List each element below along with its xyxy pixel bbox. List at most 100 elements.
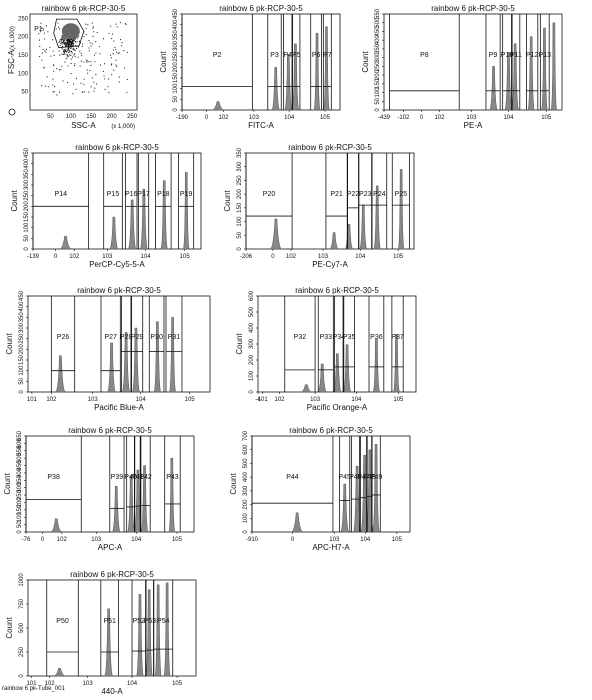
gate-p12[interactable]: P12	[526, 14, 539, 110]
gate-p21[interactable]: P21	[325, 153, 348, 249]
gate-p39[interactable]: P39	[109, 436, 125, 532]
scatter-point	[66, 54, 68, 56]
gate-p52[interactable]: P52	[131, 580, 146, 676]
gate-p50[interactable]: P50	[46, 580, 79, 676]
gate-p19[interactable]: P19	[178, 153, 195, 249]
x-tick-label: 103	[466, 115, 477, 121]
gate-p47[interactable]: P47	[357, 436, 370, 532]
x-tick-label: 100	[66, 114, 77, 120]
scatter-point	[68, 42, 70, 44]
gate-p18[interactable]: P18	[155, 153, 172, 249]
gate-p32[interactable]: P32	[284, 296, 316, 392]
histogram-peak	[291, 43, 300, 111]
gate-label: P46	[349, 474, 362, 481]
gate-p45[interactable]: P45	[338, 436, 351, 532]
gate-p38[interactable]: P38	[25, 436, 82, 532]
gate-p5[interactable]: P5	[292, 14, 301, 110]
scatter-point	[63, 53, 65, 55]
histogram-peak	[342, 344, 352, 393]
gate-p46[interactable]: P46	[349, 436, 362, 532]
gate-p3[interactable]: P3	[267, 14, 282, 110]
gate-p26[interactable]: P26	[50, 296, 76, 392]
gate-p43[interactable]: P43	[164, 436, 181, 532]
scatter-point	[123, 67, 125, 69]
panel-pacorange: rainbow 6 pk-RCP-30-5 Pacific Orange-A Cou…	[235, 286, 417, 412]
scatter-point	[41, 59, 43, 61]
gate-p10[interactable]: P10	[501, 14, 514, 110]
y-tick-label: 500	[243, 458, 249, 469]
histogram-peak	[344, 224, 354, 250]
gate-p2[interactable]: P2	[181, 14, 253, 110]
scatter-point	[62, 37, 64, 39]
scatter-point	[53, 91, 55, 93]
scatter-point	[99, 53, 101, 55]
y-tick-label: 200	[17, 497, 23, 508]
gate-p28[interactable]: P28	[120, 296, 133, 392]
y-axis-label: Count	[235, 333, 244, 355]
scatter-point	[111, 33, 113, 35]
gate-p37[interactable]: P37	[391, 296, 404, 392]
gate-p51[interactable]: P51	[100, 580, 119, 676]
gate-p15[interactable]: P15	[103, 153, 123, 249]
gate-p49[interactable]: P49	[370, 436, 383, 532]
gate-p20[interactable]: P20	[245, 153, 293, 249]
gate-label: P21	[330, 191, 343, 198]
gate-p34[interactable]: P34	[333, 296, 346, 392]
gate-p8[interactable]: P8	[389, 14, 460, 110]
plot-frame	[29, 13, 138, 111]
scatter-point	[88, 60, 90, 62]
x-tick-label: 103	[318, 254, 329, 260]
gate-p24[interactable]: P24	[371, 153, 388, 249]
histogram-peak	[329, 232, 339, 250]
gate-p4[interactable]: P4	[283, 14, 293, 110]
gate-p30[interactable]: P30	[148, 296, 165, 392]
scatter-point	[67, 41, 69, 43]
gate-p9[interactable]: P9	[485, 14, 501, 110]
gate-p41[interactable]: P41	[131, 436, 144, 532]
scatter-point	[73, 83, 75, 85]
scatter-point	[85, 34, 87, 36]
histogram-peak	[168, 317, 177, 393]
gate-label: P15	[107, 191, 120, 198]
scatter-point	[68, 44, 70, 46]
scatter-point	[52, 91, 54, 93]
histogram-peak	[127, 475, 136, 533]
gate-p16[interactable]: P16	[125, 153, 138, 249]
gate-p14[interactable]: P14	[32, 153, 90, 249]
y-axis-label: Count	[223, 190, 232, 212]
x-tick-label: 103	[249, 115, 260, 121]
gate-p6[interactable]: P6	[310, 14, 322, 110]
y-tick-label: 250	[24, 190, 30, 201]
scatter-point	[74, 56, 76, 58]
histogram-peak	[397, 169, 405, 250]
gate-p7[interactable]: P7	[322, 14, 332, 110]
gate-p17[interactable]: P17	[137, 153, 150, 249]
gate-p13[interactable]: P13	[539, 14, 552, 110]
scatter-point	[64, 51, 66, 53]
scatter-point	[103, 38, 105, 40]
gate-p36[interactable]: P36	[368, 296, 385, 392]
gate-p25[interactable]: P25	[391, 153, 410, 249]
panel-title: rainbow 6 pk-RCP-30-5	[75, 143, 159, 152]
scatter-point	[82, 43, 84, 45]
gate-p11[interactable]: P11	[510, 14, 522, 110]
gate-p35[interactable]: P35	[343, 296, 356, 392]
gate-p42[interactable]: P42	[139, 436, 152, 532]
y-tick-label: 250	[18, 16, 29, 22]
gate-p29[interactable]: P29	[131, 296, 144, 392]
gate-p44[interactable]: P44	[251, 436, 334, 532]
gate-p31[interactable]: P31	[165, 296, 183, 392]
gate-p1[interactable]	[53, 18, 85, 49]
scatter-point	[65, 45, 67, 47]
y-tick-label: 200	[243, 499, 249, 510]
gate-p54[interactable]: P54	[153, 580, 174, 676]
gate-p48[interactable]: P48	[363, 436, 376, 532]
scatter-point	[113, 69, 115, 71]
gate-label: P50	[56, 618, 69, 625]
gate-p23[interactable]: P23	[358, 153, 373, 249]
gate-p27[interactable]: P27	[100, 296, 121, 392]
histogram-peak	[359, 204, 368, 250]
scatter-point	[75, 88, 77, 90]
x-tick-label: 102	[286, 254, 297, 260]
gate-p33[interactable]: P33	[317, 296, 334, 392]
